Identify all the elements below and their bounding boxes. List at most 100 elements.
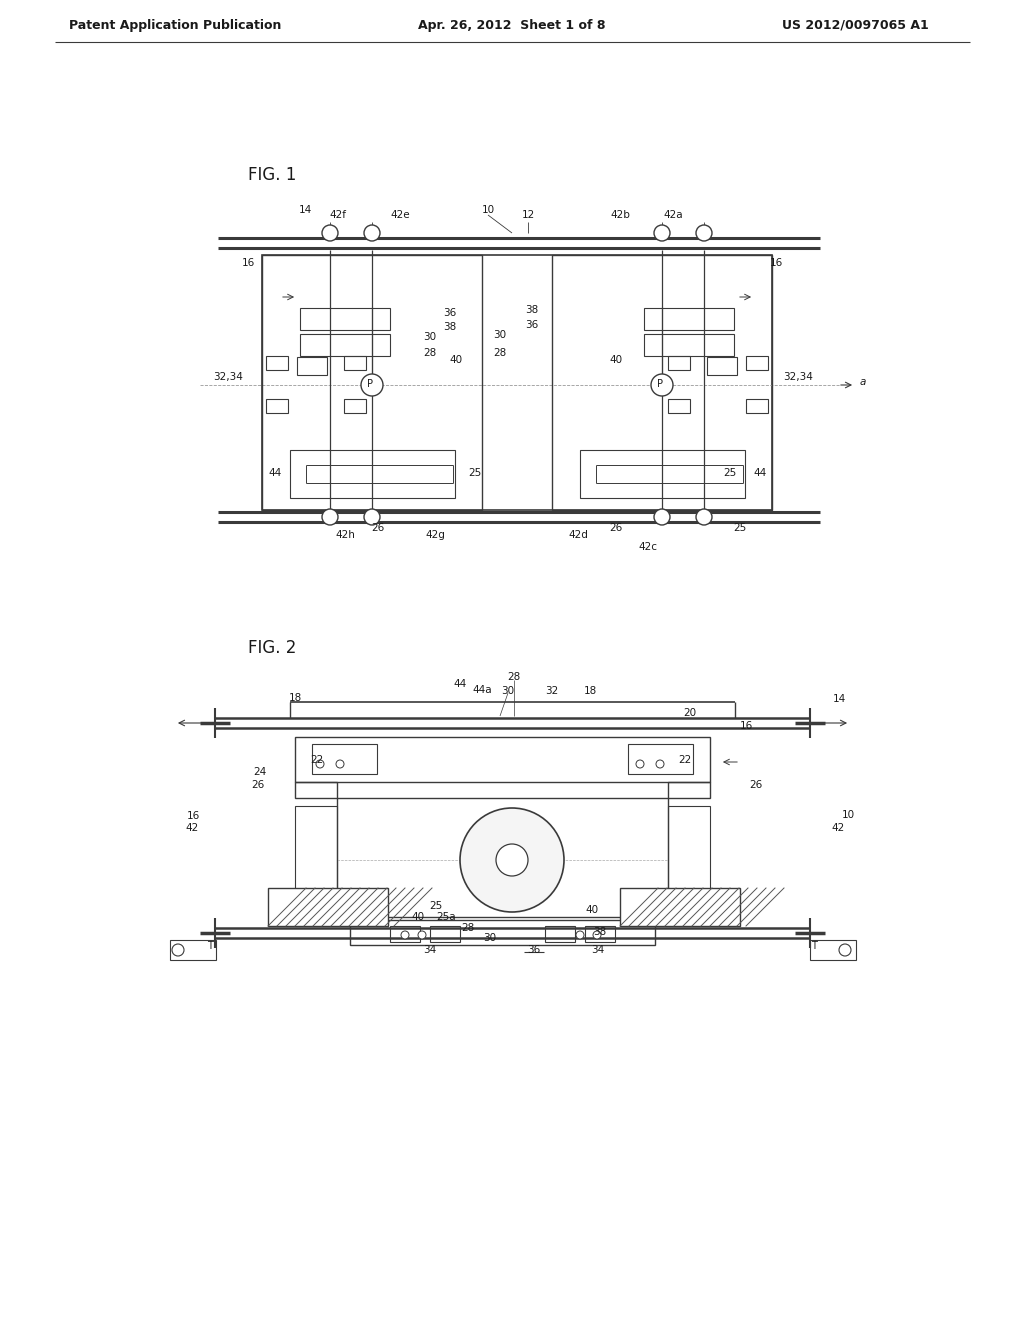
Bar	[430, 927, 460, 942]
Text: FIG. 1: FIG. 1	[248, 166, 296, 183]
Text: 42: 42	[185, 822, 199, 833]
Bar	[268, 888, 388, 927]
Bar	[297, 356, 327, 375]
Text: 24: 24	[253, 767, 266, 777]
Text: 30: 30	[494, 330, 507, 341]
Text: 25: 25	[723, 469, 736, 478]
Text: 42f: 42f	[330, 210, 346, 220]
Circle shape	[316, 760, 324, 768]
Circle shape	[654, 224, 670, 242]
Bar	[344, 356, 366, 370]
Bar	[262, 255, 772, 510]
Circle shape	[401, 931, 409, 939]
Text: 42a: 42a	[664, 210, 683, 220]
Circle shape	[839, 944, 851, 956]
Bar	[266, 399, 288, 413]
Circle shape	[654, 510, 670, 525]
Text: 18: 18	[584, 686, 597, 696]
Circle shape	[496, 843, 528, 876]
Circle shape	[593, 931, 601, 939]
Bar	[644, 308, 734, 330]
Text: 16: 16	[186, 810, 200, 821]
Text: 16: 16	[739, 721, 753, 731]
Bar	[266, 356, 288, 370]
Bar	[300, 308, 390, 330]
Circle shape	[696, 224, 712, 242]
Circle shape	[656, 760, 664, 768]
Text: 28: 28	[494, 348, 507, 358]
Text: 40: 40	[412, 912, 425, 921]
Bar	[390, 927, 420, 942]
Text: 32,34: 32,34	[783, 372, 813, 381]
Text: T: T	[811, 941, 817, 950]
Bar	[295, 781, 337, 799]
Text: 26: 26	[609, 523, 623, 533]
Text: 22: 22	[310, 755, 324, 766]
Bar	[668, 807, 710, 912]
Circle shape	[575, 931, 584, 939]
Text: 26: 26	[372, 523, 385, 533]
Circle shape	[651, 374, 673, 396]
Text: Patent Application Publication: Patent Application Publication	[69, 18, 282, 32]
Bar	[290, 450, 455, 498]
Text: 26: 26	[251, 780, 264, 789]
Text: 25: 25	[429, 902, 442, 911]
Text: 30: 30	[424, 333, 436, 342]
Text: 28: 28	[423, 348, 436, 358]
Text: Apr. 26, 2012  Sheet 1 of 8: Apr. 26, 2012 Sheet 1 of 8	[418, 18, 606, 32]
Circle shape	[460, 808, 564, 912]
Text: 12: 12	[521, 210, 535, 220]
Text: 25a: 25a	[436, 912, 456, 921]
Bar	[580, 450, 745, 498]
Text: 25: 25	[468, 469, 481, 478]
Circle shape	[364, 224, 380, 242]
Bar	[337, 799, 668, 920]
Text: 14: 14	[298, 205, 311, 215]
Text: 22: 22	[678, 755, 691, 766]
Circle shape	[336, 760, 344, 768]
Text: 16: 16	[769, 257, 782, 268]
Text: 14: 14	[833, 694, 846, 704]
Bar	[312, 744, 377, 774]
Text: 16: 16	[242, 257, 255, 268]
Circle shape	[172, 944, 184, 956]
Text: 18: 18	[289, 693, 302, 704]
Bar	[746, 399, 768, 413]
Text: 44a: 44a	[472, 685, 492, 696]
Bar	[350, 917, 655, 945]
Text: 30: 30	[502, 686, 515, 696]
Text: US 2012/0097065 A1: US 2012/0097065 A1	[781, 18, 929, 32]
Bar	[585, 927, 615, 942]
Bar	[746, 356, 768, 370]
Circle shape	[418, 931, 426, 939]
Text: 42d: 42d	[568, 531, 588, 540]
Text: 36: 36	[443, 308, 457, 318]
Bar	[545, 927, 575, 942]
Text: P: P	[367, 379, 373, 389]
Text: 30: 30	[483, 933, 497, 942]
Text: 26: 26	[750, 780, 763, 789]
Text: 34: 34	[423, 945, 436, 954]
Text: 42b: 42b	[610, 210, 630, 220]
Text: 10: 10	[481, 205, 495, 215]
Circle shape	[361, 374, 383, 396]
Text: 40: 40	[450, 355, 463, 366]
Bar	[668, 399, 690, 413]
Text: FIG. 2: FIG. 2	[248, 639, 296, 657]
Text: 32: 32	[546, 686, 559, 696]
Text: 42: 42	[831, 822, 845, 833]
Text: T: T	[207, 941, 213, 950]
Text: 42e: 42e	[390, 210, 410, 220]
Bar	[668, 781, 710, 799]
Bar	[552, 255, 772, 510]
Text: 28: 28	[507, 672, 520, 682]
Text: 25: 25	[733, 523, 746, 533]
Text: 44: 44	[454, 678, 467, 689]
Circle shape	[636, 760, 644, 768]
Bar	[344, 399, 366, 413]
Text: 36: 36	[527, 945, 541, 954]
Text: 28: 28	[462, 923, 475, 933]
Text: 38: 38	[593, 927, 606, 937]
Bar	[668, 356, 690, 370]
Bar	[300, 334, 390, 356]
